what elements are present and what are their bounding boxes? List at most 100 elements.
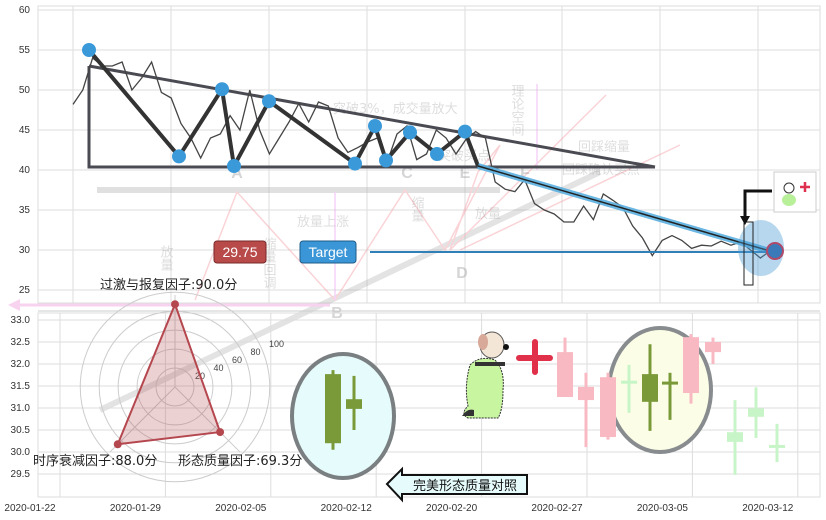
candle-body — [642, 374, 658, 402]
candle-body — [748, 408, 764, 417]
pivot-point — [379, 153, 393, 168]
candle-body — [557, 352, 573, 397]
reference-candles — [325, 370, 362, 450]
point-letter-D: D — [456, 265, 468, 282]
reference-ellipse — [290, 352, 396, 480]
target-marker — [766, 242, 784, 260]
annotation-label: 放量 — [158, 245, 174, 271]
price-label-box — [213, 240, 267, 264]
radar-ring-label: 40 — [214, 363, 224, 373]
breakout-line-core — [477, 165, 773, 253]
x-tick-label: 2020-03-05 — [637, 503, 689, 514]
annotation-label: 放量 — [475, 207, 501, 222]
radar-point — [113, 440, 122, 449]
annotation-label: 理论空间 — [509, 84, 525, 136]
pivot-point — [430, 147, 444, 161]
y-tick-label: 40 — [19, 165, 31, 176]
y-tick-label: 30.5 — [11, 425, 31, 436]
factor-label: 时序衰减因子:88.0分 — [33, 453, 157, 469]
x-tick-label: 2020-02-27 — [531, 503, 583, 514]
annotation-label: 回踩确认买点 — [562, 163, 640, 178]
target-label: Target — [299, 240, 357, 264]
current-bar-box — [743, 221, 754, 286]
callout-arrow — [385, 466, 528, 503]
top-y-axis: 60 55 50 45 40 35 30 25 — [19, 5, 31, 296]
pivot-point — [458, 124, 472, 139]
upper-trendline — [88, 64, 656, 169]
annotation-labels: 突破3%，成交量放大突破买点放量上涨缩量回调放量缩量回踩缩量回踩确认买点理论空间… — [158, 84, 641, 289]
y-tick-label: 30 — [19, 245, 31, 256]
dog-mascot-icon — [462, 331, 553, 419]
target-label-text: Target — [309, 244, 348, 260]
radar-ring-label: 80 — [251, 347, 261, 357]
radar-area — [116, 301, 222, 446]
quality-callout: 完美形态质量对照 — [385, 466, 528, 503]
y-tick-label: 30.0 — [11, 447, 31, 458]
candle-body — [769, 444, 785, 448]
candle-body — [621, 380, 637, 384]
candle-body — [325, 374, 341, 444]
top-grid — [37, 5, 821, 304]
candle-body — [578, 386, 594, 401]
x-tick-label: 2020-01-29 — [110, 503, 162, 514]
bottom-y-axis: 33.0 32.5 32.0 31.5 31.0 30.5 30.0 29.5 — [11, 315, 31, 480]
triangle-base — [87, 66, 478, 169]
y-tick-label: 50 — [19, 85, 31, 96]
candle-body — [727, 432, 743, 442]
pointer-arrow — [743, 189, 772, 220]
candle-body — [705, 342, 721, 353]
pivot-point — [403, 125, 417, 140]
x-tick-label: 2020-01-22 — [4, 503, 56, 514]
pivot-points — [82, 43, 472, 173]
pink-arrow — [459, 144, 681, 251]
y-tick-label: 33.0 — [11, 315, 31, 326]
y-tick-label: 45 — [19, 125, 31, 136]
pivot-point — [215, 82, 229, 97]
radar-ring-label: 100 — [269, 339, 284, 349]
pivot-point — [348, 156, 362, 171]
radar-axis — [109, 386, 176, 453]
price-label-text: 29.75 — [222, 244, 257, 260]
price-label: 29.75 — [213, 240, 267, 264]
y-tick-label: 31.0 — [11, 403, 31, 414]
y-tick-label: 29.5 — [11, 469, 31, 480]
y-tick-label: 55 — [19, 45, 31, 56]
annotation-label: 回踩缩量 — [578, 139, 630, 155]
radar-point — [216, 428, 225, 437]
x-tick-label: 2020-02-20 — [426, 503, 478, 514]
arrow-head — [8, 299, 20, 311]
candle-body — [662, 381, 678, 385]
radar-ring-label: 60 — [232, 355, 242, 365]
factor-label: 形态质量因子:69.3分 — [178, 454, 302, 469]
triangle-pattern — [87, 64, 656, 169]
point-letter-F: F — [520, 165, 530, 182]
pink-zigzag-arrows — [194, 94, 607, 302]
pivot-point — [82, 43, 96, 57]
candle-body — [683, 337, 699, 394]
target-zone — [738, 220, 784, 276]
mini-dog-icon — [773, 171, 817, 213]
pivot-point — [172, 149, 186, 164]
candles — [557, 334, 785, 475]
target-label-box — [299, 240, 357, 264]
y-tick-label: 25 — [19, 285, 31, 296]
y-tick-label: 31.5 — [11, 381, 31, 392]
x-tick-label: 2020-02-12 — [321, 503, 373, 514]
annotation-label: 缩量 — [409, 195, 425, 222]
point-letter-C: C — [401, 165, 413, 182]
y-tick-label: 35 — [19, 205, 31, 216]
radar-point — [171, 300, 179, 309]
candle-body — [346, 399, 362, 409]
callout-text: 完美形态质量对照 — [413, 479, 517, 494]
pattern-guides — [8, 84, 681, 413]
annotation-label: 突破买点 — [438, 148, 490, 164]
candle-body — [600, 377, 616, 438]
top-plot-frame — [37, 5, 821, 304]
pivot-point — [227, 159, 241, 173]
radar-ring — [79, 291, 271, 483]
annotation-label: 突破3%，成交量放大 — [333, 101, 458, 117]
bottom-plot-frame — [37, 312, 821, 498]
y-tick-label: 32.0 — [11, 359, 31, 370]
